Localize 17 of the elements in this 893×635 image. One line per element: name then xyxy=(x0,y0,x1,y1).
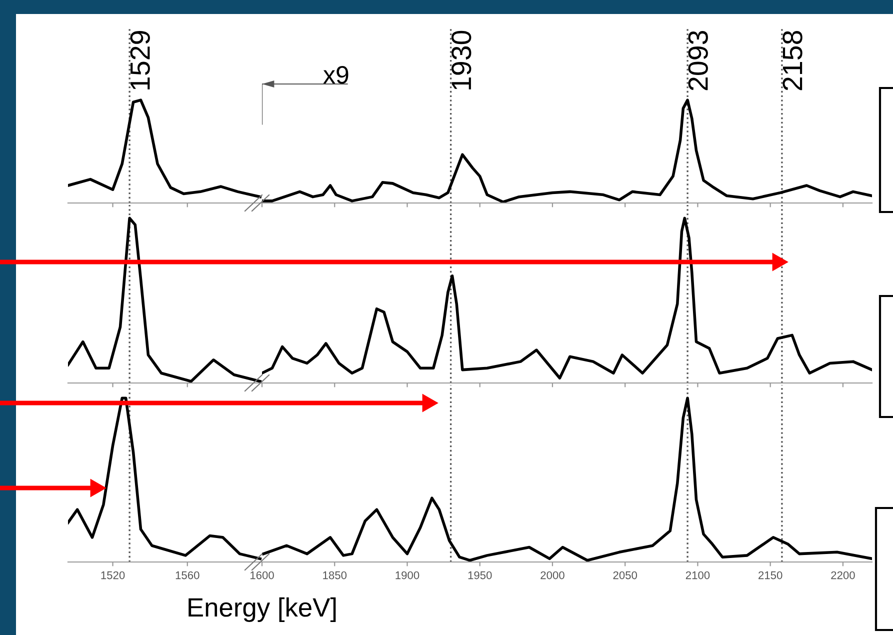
x-tick-label: 2000 xyxy=(540,571,564,580)
x-tick-label: 2150 xyxy=(758,571,782,580)
text: x9 xyxy=(323,66,348,84)
x-tick-label: 1600 xyxy=(250,571,274,580)
x-tick-label: 1950 xyxy=(468,571,492,580)
x-tick-label: 1520 xyxy=(101,571,125,580)
ref-line-label: 1529 xyxy=(130,31,150,90)
x-tick-label: 1900 xyxy=(396,571,420,580)
ref-line-label: 2158 xyxy=(782,30,802,90)
x-tick-label: 2200 xyxy=(831,571,855,580)
x-tick-label: 1560 xyxy=(176,571,200,580)
ref-line-label: 1930 xyxy=(452,30,472,90)
x-tick-label: 2050 xyxy=(613,571,638,580)
x-axis-title: Energy [keV] xyxy=(188,597,336,622)
x-tick-label: 2100 xyxy=(686,571,710,580)
x-tick-label: 1850 xyxy=(323,571,347,580)
ref-line-label: 2093 xyxy=(688,30,708,90)
